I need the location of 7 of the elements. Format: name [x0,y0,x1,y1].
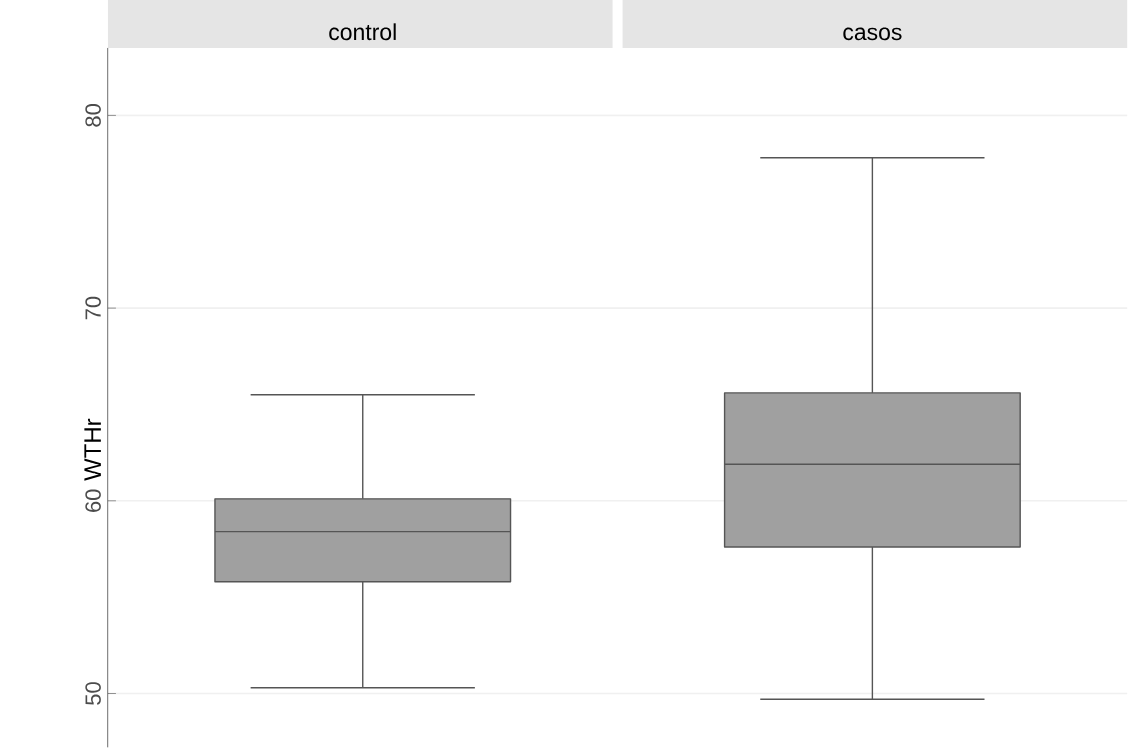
x-tick-label: control [329,23,396,41]
y-tick-label: 70 [85,296,101,320]
y-axis-title: WTHr [84,418,101,481]
x-tick-label: casos [843,27,902,41]
y-tick-label: 80 [85,104,101,127]
y-tick-label: 50 [85,682,101,705]
y-tick-label: 60 [85,489,101,512]
